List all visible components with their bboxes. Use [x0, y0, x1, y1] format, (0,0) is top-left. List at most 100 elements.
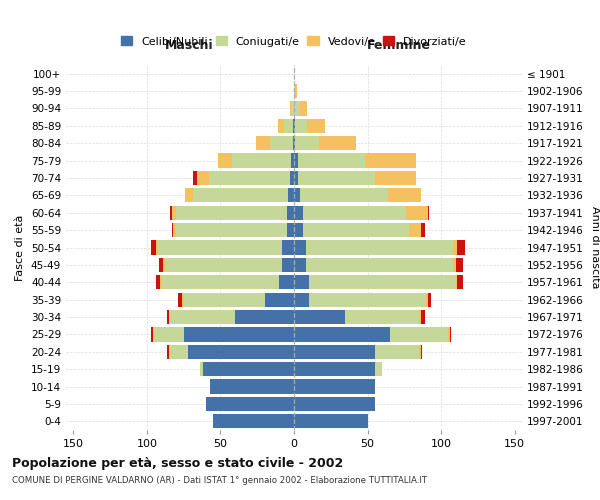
- Bar: [294, 292, 309, 307]
- Bar: [209, 171, 290, 185]
- Bar: [282, 240, 294, 254]
- Bar: [178, 292, 182, 307]
- Bar: [256, 136, 271, 150]
- Bar: [428, 292, 431, 307]
- Bar: [193, 188, 288, 202]
- Bar: [388, 188, 421, 202]
- Bar: [184, 328, 294, 342]
- Bar: [294, 310, 346, 324]
- Bar: [419, 310, 421, 324]
- Bar: [153, 328, 154, 342]
- Bar: [176, 206, 287, 220]
- Y-axis label: Anni di nascita: Anni di nascita: [590, 206, 600, 289]
- Bar: [282, 258, 294, 272]
- Bar: [300, 188, 388, 202]
- Text: Popolazione per età, sesso e stato civile - 2002: Popolazione per età, sesso e stato civil…: [12, 458, 343, 470]
- Bar: [375, 344, 419, 359]
- Bar: [170, 206, 172, 220]
- Bar: [200, 362, 203, 376]
- Bar: [294, 84, 295, 98]
- Bar: [421, 344, 422, 359]
- Bar: [300, 102, 307, 116]
- Bar: [427, 292, 428, 307]
- Legend: Celibi/Nubili, Coniugati/e, Vedovi/e, Divorziati/e: Celibi/Nubili, Coniugati/e, Vedovi/e, Di…: [119, 34, 469, 49]
- Bar: [295, 118, 307, 133]
- Bar: [294, 362, 375, 376]
- Bar: [294, 275, 309, 289]
- Bar: [448, 328, 450, 342]
- Bar: [167, 344, 169, 359]
- Bar: [169, 344, 170, 359]
- Bar: [193, 171, 197, 185]
- Bar: [169, 310, 235, 324]
- Bar: [375, 362, 382, 376]
- Bar: [172, 223, 173, 237]
- Bar: [389, 328, 448, 342]
- Bar: [163, 258, 164, 272]
- Bar: [287, 223, 294, 237]
- Bar: [290, 102, 291, 116]
- Bar: [294, 328, 389, 342]
- Bar: [288, 188, 294, 202]
- Bar: [151, 328, 153, 342]
- Bar: [290, 171, 294, 185]
- Bar: [151, 240, 156, 254]
- Bar: [428, 206, 430, 220]
- Bar: [303, 206, 406, 220]
- Bar: [457, 275, 463, 289]
- Bar: [164, 258, 282, 272]
- Bar: [294, 397, 375, 411]
- Bar: [170, 344, 188, 359]
- Bar: [303, 223, 409, 237]
- Bar: [154, 328, 184, 342]
- Bar: [294, 136, 295, 150]
- Bar: [294, 380, 375, 394]
- Bar: [294, 258, 306, 272]
- Bar: [203, 362, 294, 376]
- Bar: [284, 118, 293, 133]
- Bar: [406, 206, 428, 220]
- Bar: [295, 84, 297, 98]
- Bar: [213, 414, 294, 428]
- Bar: [456, 275, 457, 289]
- Bar: [197, 171, 209, 185]
- Bar: [319, 136, 356, 150]
- Bar: [294, 154, 298, 168]
- Bar: [160, 275, 161, 289]
- Bar: [453, 258, 456, 272]
- Bar: [156, 240, 157, 254]
- Text: Femmine: Femmine: [367, 39, 431, 52]
- Bar: [161, 275, 279, 289]
- Bar: [185, 188, 193, 202]
- Bar: [172, 206, 176, 220]
- Bar: [306, 240, 453, 254]
- Bar: [298, 154, 365, 168]
- Bar: [176, 223, 287, 237]
- Bar: [456, 258, 463, 272]
- Bar: [365, 154, 416, 168]
- Bar: [457, 240, 464, 254]
- Bar: [293, 118, 294, 133]
- Text: COMUNE DI PERGINE VALDARNO (AR) - Dati ISTAT 1° gennaio 2002 - Elaborazione TUTT: COMUNE DI PERGINE VALDARNO (AR) - Dati I…: [12, 476, 427, 485]
- Bar: [309, 292, 427, 307]
- Bar: [291, 154, 294, 168]
- Bar: [294, 188, 300, 202]
- Bar: [294, 206, 303, 220]
- Bar: [450, 328, 451, 342]
- Bar: [157, 240, 282, 254]
- Bar: [278, 118, 284, 133]
- Bar: [421, 223, 425, 237]
- Bar: [210, 380, 294, 394]
- Bar: [306, 258, 453, 272]
- Bar: [294, 102, 300, 116]
- Bar: [294, 344, 375, 359]
- Bar: [235, 310, 294, 324]
- Bar: [287, 206, 294, 220]
- Bar: [173, 223, 176, 237]
- Bar: [375, 171, 416, 185]
- Bar: [156, 275, 160, 289]
- Bar: [346, 310, 419, 324]
- Bar: [206, 397, 294, 411]
- Y-axis label: Fasce di età: Fasce di età: [16, 214, 25, 280]
- Bar: [419, 344, 421, 359]
